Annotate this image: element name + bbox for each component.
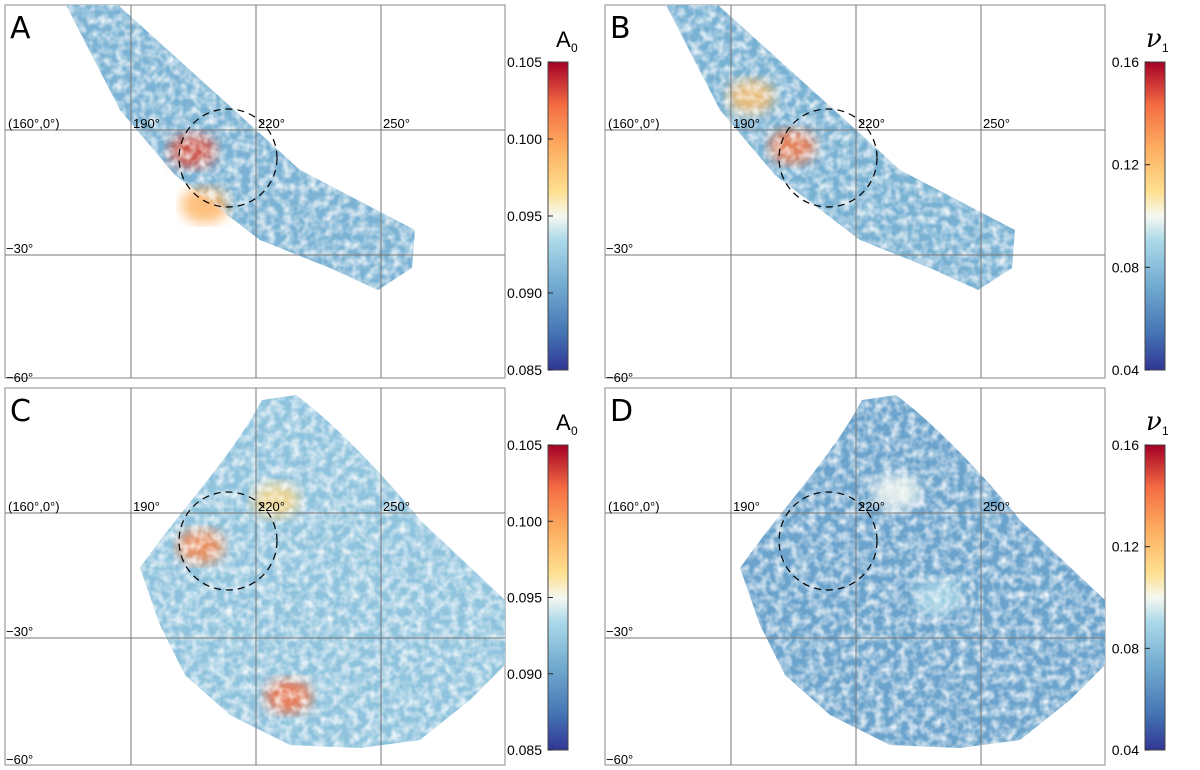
- colorbar-a-tick-label: 0.095: [507, 208, 542, 224]
- colorbar-d-title-sub: 1: [1162, 424, 1169, 438]
- colorbar-b-title: ν: [1146, 24, 1162, 54]
- panel-d-lon-label-3: 250°: [983, 499, 1010, 514]
- panel-a-gridlines: [5, 5, 505, 378]
- colorbar-d-tick-label: 0.16: [1112, 437, 1139, 453]
- colorbar-c-tick-label: 0.085: [507, 742, 542, 758]
- panel-c-lat-label-1: −60°: [6, 752, 33, 767]
- panel-b-lon-label-0: (160°,0°): [608, 116, 660, 131]
- panel-c-roi-circle: [178, 491, 278, 591]
- panel-b-texture: [666, 5, 1015, 290]
- colorbar-c-tick-label: 0.100: [507, 513, 542, 529]
- panel-c: C (160°,0°) 190° 220° 250° −30° −60°: [4, 387, 506, 767]
- colorbar-d: ν 1 0.16 0.12 0.08 0.04: [1112, 407, 1169, 758]
- panel-c-lon-label-3: 250°: [383, 499, 410, 514]
- panel-a-lon-label-1: 190°: [133, 116, 160, 131]
- colorbar-b: ν 1 0.16 0.12 0.08 0.04: [1112, 24, 1169, 378]
- colorbar-c-tick-label: 0.095: [507, 590, 542, 606]
- colorbar-c: A 0 0.105 0.100 0.095 0.090 0.085: [507, 410, 578, 758]
- colorbar-b-ticks: 0.16 0.12 0.08 0.04: [1112, 54, 1150, 378]
- panel-d-texture: [740, 395, 1105, 748]
- panel-d: D (160°,0°) 190° 220° 250° −30° −60°: [604, 387, 1106, 767]
- panel-a-lon-label-2: 220°: [258, 116, 285, 131]
- panel-d-lon-label-1: 190°: [733, 499, 760, 514]
- panel-b-lon-label-2: 220°: [858, 116, 885, 131]
- panel-c-lon-label-1: 190°: [133, 499, 160, 514]
- panel-d-gridlines: [605, 388, 1105, 765]
- colorbar-b-tick-label: 0.16: [1112, 54, 1139, 70]
- colorbar-d-tick-label: 0.12: [1112, 539, 1139, 555]
- panel-b: B (160°,0°) 190° 220° 250° −30° −60°: [604, 4, 1106, 385]
- panel-d-roi-circle: [778, 491, 878, 591]
- colorbar-b-tick-label: 0.12: [1112, 157, 1139, 173]
- panel-c-texture: [140, 395, 505, 748]
- colorbar-d-title: ν: [1146, 407, 1162, 437]
- colorbar-a: A 0 0.105 0.100 0.095 0.090 0.085: [507, 27, 578, 378]
- panel-b-gridlines: [605, 5, 1105, 378]
- panel-a-roi-circle: [178, 108, 278, 208]
- colorbar-b-tick-label: 0.08: [1112, 259, 1139, 275]
- panel-a-letter: A: [10, 11, 31, 46]
- panel-b-letter: B: [610, 11, 631, 46]
- panel-a-texture: [66, 5, 415, 290]
- panel-d-letter: D: [610, 394, 633, 429]
- panel-c-letter: C: [10, 394, 31, 429]
- colorbar-a-tick-label: 0.105: [507, 54, 542, 70]
- panel-b-roi-circle: [778, 108, 878, 208]
- colorbar-a-title-sub: 0: [571, 41, 578, 55]
- colorbar-d-ticks: 0.16 0.12 0.08 0.04: [1112, 437, 1150, 758]
- colorbar-c-tick-label: 0.105: [507, 437, 542, 453]
- panel-b-lon-label-3: 250°: [983, 116, 1010, 131]
- panel-b-lat-label-0: −30°: [606, 241, 633, 256]
- panel-a: A (160°,0°) 190° 220° 250° −30° −60°: [4, 4, 506, 385]
- panel-a-lat-label-0: −30°: [6, 241, 33, 256]
- panel-b-lat-label-1: −60°: [606, 370, 633, 385]
- panel-a-lon-label-3: 250°: [383, 116, 410, 131]
- panel-d-lon-label-0: (160°,0°): [608, 499, 660, 514]
- colorbar-b-title-sub: 1: [1162, 41, 1169, 55]
- colorbar-d-scale: [1144, 444, 1166, 751]
- panel-c-lon-label-0: (160°,0°): [8, 499, 60, 514]
- colorbar-a-tick-label: 0.085: [507, 362, 542, 378]
- colorbar-c-title-sub: 0: [571, 424, 578, 438]
- colorbar-a-tick-label: 0.090: [507, 285, 542, 301]
- colorbar-a-ticks: 0.105 0.100 0.095 0.090 0.085: [507, 54, 553, 378]
- colorbar-a-tick-label: 0.100: [507, 131, 542, 147]
- panel-c-lon-label-2: 220°: [258, 499, 285, 514]
- panel-c-gridlines: [5, 388, 505, 765]
- colorbar-b-scale: [1144, 61, 1166, 371]
- panel-d-lat-label-1: −60°: [606, 752, 633, 767]
- colorbar-c-title: A: [556, 410, 571, 435]
- colorbar-c-tick-label: 0.090: [507, 666, 542, 682]
- panel-d-lon-label-2: 220°: [858, 499, 885, 514]
- panel-b-lon-label-1: 190°: [733, 116, 760, 131]
- panel-d-lat-label-0: −30°: [606, 624, 633, 639]
- colorbar-b-tick-label: 0.04: [1112, 362, 1139, 378]
- colorbar-a-title: A: [556, 27, 571, 52]
- colorbar-d-tick-label: 0.08: [1112, 640, 1139, 656]
- colorbar-d-tick-label: 0.04: [1112, 742, 1139, 758]
- panel-a-lon-label-0: (160°,0°): [8, 116, 60, 131]
- panel-a-lat-label-1: −60°: [6, 370, 33, 385]
- panel-c-lat-label-0: −30°: [6, 624, 33, 639]
- colorbar-c-ticks: 0.105 0.100 0.095 0.090 0.085: [507, 437, 553, 758]
